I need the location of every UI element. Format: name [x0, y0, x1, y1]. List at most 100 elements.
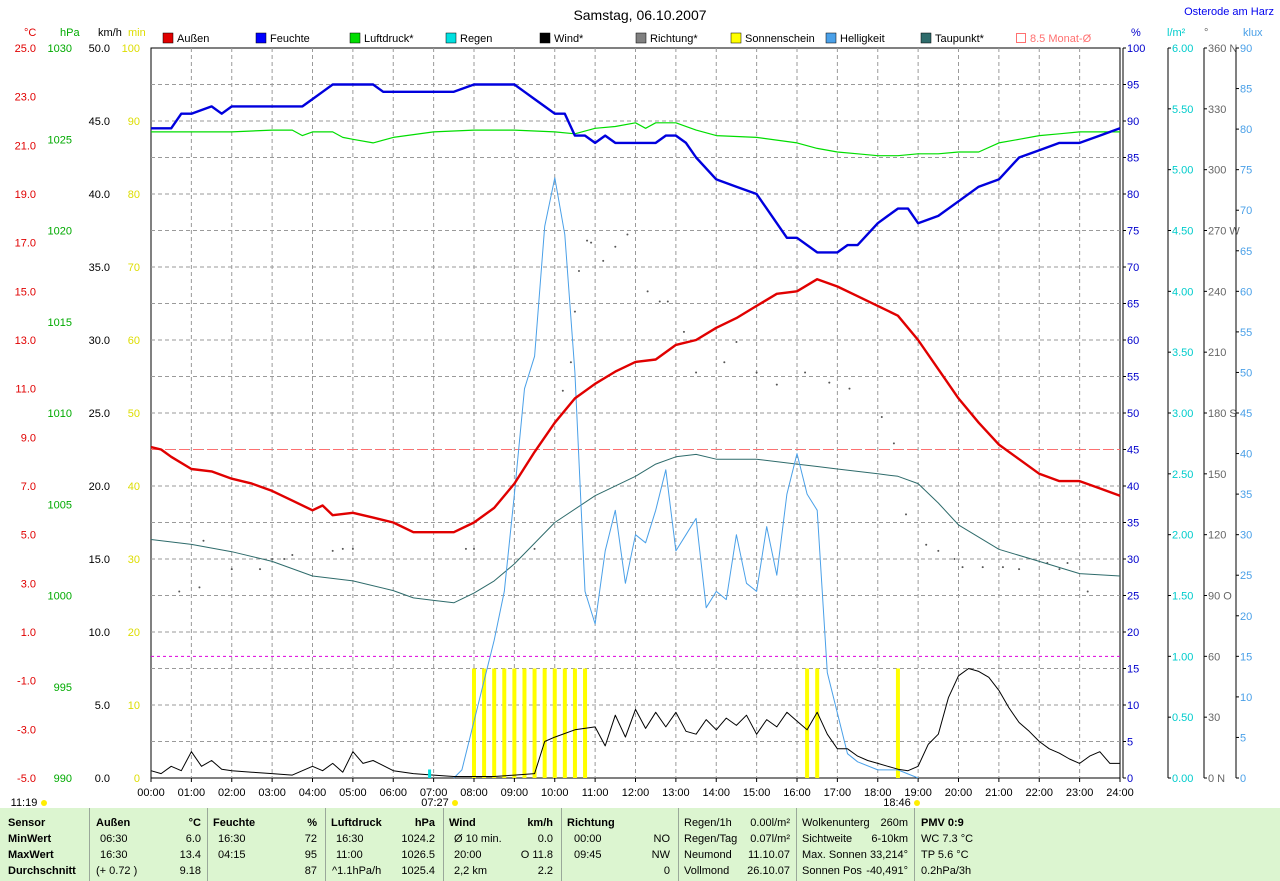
- left-axis-tick: 10: [128, 700, 140, 712]
- sonnen-pos-value: -40,491°: [866, 865, 908, 877]
- moon-icon: [41, 800, 47, 806]
- left-axis-unit: km/h: [98, 27, 122, 39]
- luftdruck-max-value: 1026.5: [401, 849, 435, 861]
- legend-label: 8.5 Monat-Ø: [1030, 33, 1092, 45]
- direction-point: [646, 290, 649, 293]
- left-axis-tick: 70: [128, 262, 140, 274]
- left-axis-tick: 23.0: [15, 92, 36, 104]
- sunrise-icon: [452, 800, 458, 806]
- direction-point: [1066, 562, 1069, 565]
- sichtweite-value: 6-10km: [871, 833, 908, 845]
- left-axis-tick: 13.0: [15, 335, 36, 347]
- direction-point: [1058, 568, 1061, 571]
- direction-point: [614, 245, 617, 248]
- right-axis-tick: 270 W: [1208, 226, 1240, 238]
- x-axis-tick: 07:00: [420, 787, 448, 799]
- right-axis-tick: 45: [1240, 408, 1252, 420]
- svg-text:11:19: 11:19: [11, 797, 38, 808]
- right-axis-tick: 3.50: [1172, 347, 1193, 359]
- direction-point: [804, 371, 807, 374]
- left-axis-tick: 990: [54, 773, 72, 785]
- luftdruck-max-time: 11:00: [336, 849, 363, 861]
- footer-col-richtung: Richtung 00:00 NO 09:45 NW 0: [561, 808, 678, 881]
- max-sonnen-label: Max. Sonnen: [802, 849, 867, 861]
- right-axis-tick: 65: [1127, 299, 1139, 311]
- left-axis-tick: 20.0: [89, 481, 110, 493]
- right-axis-tick: 25: [1240, 570, 1252, 582]
- aussen-max-time: 16:30: [100, 849, 128, 861]
- sensor-row-avg: Durchschnitt: [8, 865, 76, 877]
- left-axis-tick: -1.0: [17, 676, 36, 688]
- direction-point: [775, 383, 778, 386]
- sunshine-bar: [805, 668, 810, 778]
- pmv-value: PMV 0:9: [921, 817, 964, 829]
- svg-text:18:46: 18:46: [883, 797, 911, 808]
- x-axis-tick: 20:00: [945, 787, 973, 799]
- right-axis-tick: 40: [1240, 449, 1252, 461]
- right-axis-tick: 15: [1127, 664, 1139, 676]
- right-axis-tick: 90 O: [1208, 591, 1232, 603]
- left-axis-tick: 1000: [48, 591, 72, 603]
- direction-point: [464, 547, 467, 550]
- sunshine-bar: [815, 668, 820, 778]
- legend-swatch: [635, 32, 647, 44]
- right-axis-tick: 80: [1240, 124, 1252, 136]
- right-axis-tick: 60: [1240, 286, 1252, 298]
- feuchte-max-time: 04:15: [218, 849, 246, 861]
- legend-item: Helligkeit: [825, 32, 885, 45]
- right-axis-tick: 65: [1240, 246, 1252, 258]
- regen-tag-label: Regen/Tag: [684, 833, 738, 845]
- footer-col-sensor: Sensor MinWert MaxWert Durchschnitt: [0, 808, 89, 881]
- stats-footer: Sensor MinWert MaxWert Durchschnitt Auße…: [0, 808, 1280, 881]
- x-axis-tick: 09:00: [501, 787, 529, 799]
- right-axis-tick: 80: [1127, 189, 1139, 201]
- direction-point: [905, 513, 908, 516]
- rain-mark: [428, 769, 432, 778]
- legend-item: Feuchte: [255, 32, 310, 45]
- grid-lines: [151, 48, 1120, 778]
- x-axis-tick: 14:00: [702, 787, 730, 799]
- right-axis-tick: 5: [1240, 732, 1246, 744]
- aussen-min-time: 06:30: [100, 833, 128, 845]
- sunshine-bar: [522, 668, 527, 778]
- aussen-max-value: 13.4: [179, 849, 201, 861]
- direction-point: [178, 590, 181, 593]
- left-axis-tick: 40.0: [89, 189, 110, 201]
- direction-point: [331, 549, 334, 552]
- legend-item: Luftdruck*: [349, 32, 414, 45]
- legend-label: Sonnenschein: [745, 33, 815, 45]
- left-axes: °C 25.0 23.0 21.0 19.0 17.0 15.0 13.0 11.0 9.0 7.0…: [15, 27, 146, 785]
- wind-row3-value: 2.2: [537, 865, 553, 877]
- direction-point: [1018, 568, 1021, 571]
- sunshine-bar: [482, 668, 487, 778]
- right-axis-unit: %: [1131, 27, 1141, 39]
- aussen-avg-note: (+ 0.72 ): [96, 865, 138, 877]
- right-axis-tick: 100: [1127, 43, 1145, 55]
- direction-point: [283, 558, 286, 560]
- x-axis-tick: 19:00: [904, 787, 932, 799]
- right-axis-tick: 50: [1240, 367, 1252, 379]
- sunshine-bar: [532, 668, 537, 778]
- legend-label: Außen: [177, 33, 209, 45]
- direction-point: [561, 389, 564, 392]
- x-axis-tick: 22:00: [1025, 787, 1053, 799]
- right-axis-tick: 6.00: [1172, 43, 1193, 55]
- x-axis-tick: 13:00: [662, 787, 690, 799]
- richtung-row2-time: 09:45: [574, 849, 602, 861]
- sonnen-pos-label: Sonnen Pos: [802, 865, 862, 877]
- legend-swatch: [445, 32, 457, 44]
- x-axis-tick: 01:00: [178, 787, 206, 799]
- sunset-marker: 18:46: [883, 797, 920, 808]
- neumond-value: 11.10.07: [747, 849, 790, 861]
- right-axis-tick: 4.00: [1172, 286, 1193, 298]
- series-line-helligkeit: [453, 177, 919, 779]
- direction-point: [1086, 590, 1089, 593]
- direction-point: [925, 543, 928, 546]
- right-axis-tick: 35: [1127, 518, 1139, 530]
- legend-item: 8.5 Monat-Ø: [1016, 33, 1092, 45]
- wolken-value: 260m: [880, 817, 908, 829]
- luftdruck-unit: hPa: [414, 817, 435, 829]
- direction-point: [573, 310, 576, 313]
- right-axis-tick: 55: [1127, 372, 1139, 384]
- wind-row2-value: O 11.8: [520, 849, 553, 861]
